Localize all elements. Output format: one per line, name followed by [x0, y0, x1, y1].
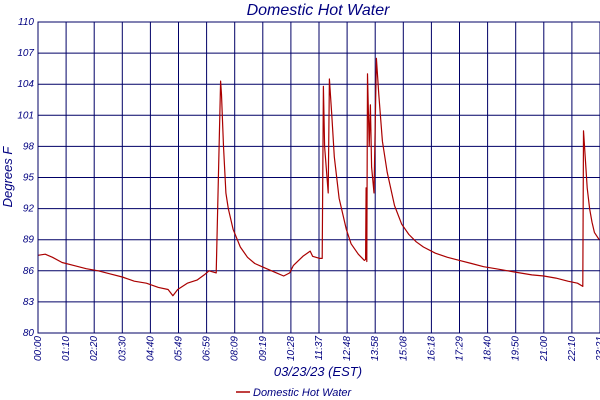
x-tick-label: 22:10 [567, 336, 578, 362]
y-tick-label: 107 [17, 48, 34, 59]
chart-title: Domestic Hot Water [247, 2, 391, 19]
x-tick-label: 03:30 [117, 336, 128, 361]
x-tick-label: 16:18 [426, 336, 437, 361]
y-tick-label: 95 [23, 173, 35, 184]
y-tick-label: 92 [23, 204, 35, 215]
y-tick-label: 98 [23, 141, 35, 152]
y-axis-ticks: 80 83 86 89 92 95 98 101 104 107 110 [17, 17, 34, 339]
series-line-0 [37, 57, 600, 297]
legend: Domestic Hot Water [236, 387, 353, 399]
x-tick-label: 19:50 [511, 336, 522, 361]
x-tick-label: 01:10 [61, 336, 72, 361]
x-tick-label: 11:37 [314, 336, 325, 361]
x-tick-label: 17:29 [455, 336, 466, 361]
x-tick-label: 05:49 [174, 336, 185, 361]
x-tick-label: 13:58 [370, 336, 381, 361]
x-tick-label: 02:20 [89, 336, 100, 361]
y-axis-label: Degrees F [0, 146, 15, 208]
y-tick-label: 104 [17, 79, 34, 90]
x-tick-label: 04:40 [145, 336, 156, 361]
y-tick-label: 89 [23, 235, 35, 246]
y-tick-label: 110 [18, 17, 34, 28]
x-axis-label: 03/23/23 (EST) [274, 364, 362, 379]
y-tick-label: 101 [17, 110, 34, 121]
grid [37, 21, 600, 334]
y-tick-label: 83 [23, 297, 35, 308]
y-tick-label: 80 [23, 328, 35, 339]
series-layer [37, 57, 600, 297]
x-tick-label: 08:09 [230, 336, 241, 361]
plot-border [37, 21, 600, 334]
x-tick-label: 18:40 [483, 336, 494, 361]
x-tick-label: 10:28 [286, 336, 297, 361]
legend-label: Domestic Hot Water [253, 387, 353, 399]
x-tick-label: 23:21 [595, 336, 600, 362]
x-axis-ticks: 00:00 01:10 02:20 03:30 04:40 05:49 06:59 08:09… [33, 336, 600, 362]
x-tick-label: 09:19 [258, 336, 269, 361]
x-tick-label: 21:00 [539, 336, 550, 362]
x-tick-label: 12:48 [342, 336, 353, 361]
x-tick-label: 06:59 [202, 336, 213, 361]
y-tick-label: 86 [23, 266, 35, 277]
x-tick-label: 00:00 [33, 336, 44, 361]
x-tick-label: 15:08 [398, 336, 409, 361]
